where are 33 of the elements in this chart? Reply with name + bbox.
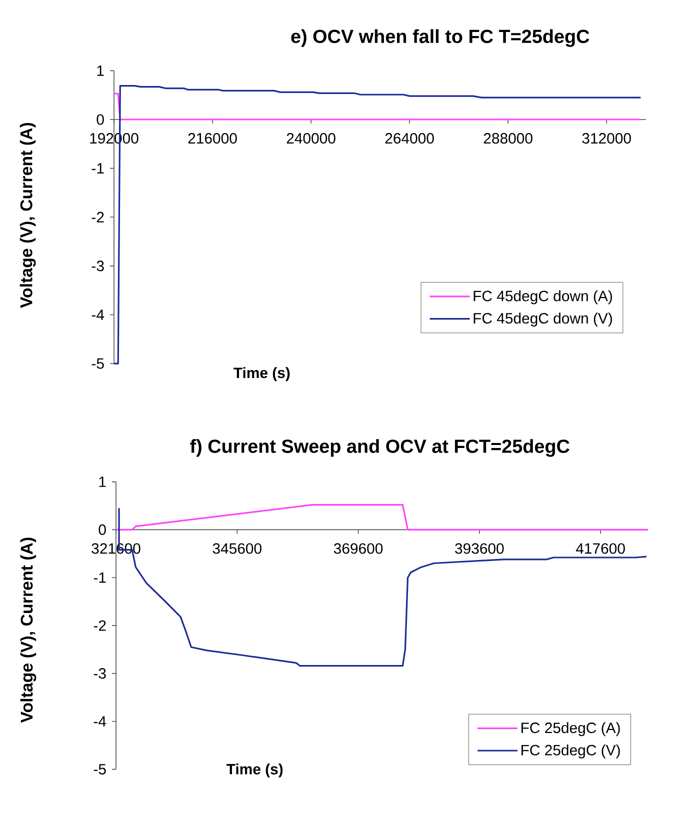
y-tick-label: -2 — [94, 620, 106, 631]
x-tick-label: 264000 — [385, 133, 434, 144]
legend-label: FC 25degC (A) — [522, 722, 620, 736]
y-tick-label: 1 — [97, 66, 104, 76]
x-tick-label: 216000 — [188, 133, 237, 144]
y-axis-title: Voltage (V), Current (A) — [20, 122, 36, 308]
legend-label: FC 45degC down (V) — [474, 312, 612, 327]
y-tick-label: 1 — [99, 476, 106, 487]
x-tick-label: 240000 — [286, 133, 336, 144]
x-tick-label: 393600 — [455, 543, 504, 554]
y-tick-label: -4 — [94, 716, 106, 727]
x-tick-label: 312000 — [582, 133, 631, 144]
x-tick-label: 288000 — [484, 133, 532, 144]
legend-label: FC 45degC down (A) — [474, 290, 612, 304]
legend-label: FC 25degC (V) — [522, 744, 620, 758]
y-axis-title: Voltage (V), Current (A) — [20, 538, 36, 723]
y-tick-label: -3 — [92, 260, 104, 272]
y-tick-label: -5 — [94, 764, 106, 774]
x-tick-label: 345600 — [212, 543, 262, 554]
y-tick-label: -1 — [92, 163, 104, 174]
x-tick-label: 417600 — [576, 543, 625, 554]
y-tick-label: -5 — [92, 358, 104, 369]
x-tick-label: 369600 — [334, 543, 383, 554]
y-tick-label: -2 — [92, 212, 104, 222]
chart-title: f) Current Sweep and OCV at FCT=25degC — [190, 439, 570, 457]
y-tick-label: -4 — [92, 310, 104, 320]
x-axis-title: Time (s) — [226, 763, 283, 778]
x-axis-title: Time (s) — [234, 367, 290, 382]
y-tick-label: 0 — [98, 524, 106, 535]
y-tick-label: -1 — [94, 572, 106, 583]
y-tick-label: -3 — [94, 668, 106, 679]
chart-title: e) OCV when fall to FC T=25degC — [291, 29, 590, 47]
y-tick-label: 0 — [96, 114, 104, 125]
